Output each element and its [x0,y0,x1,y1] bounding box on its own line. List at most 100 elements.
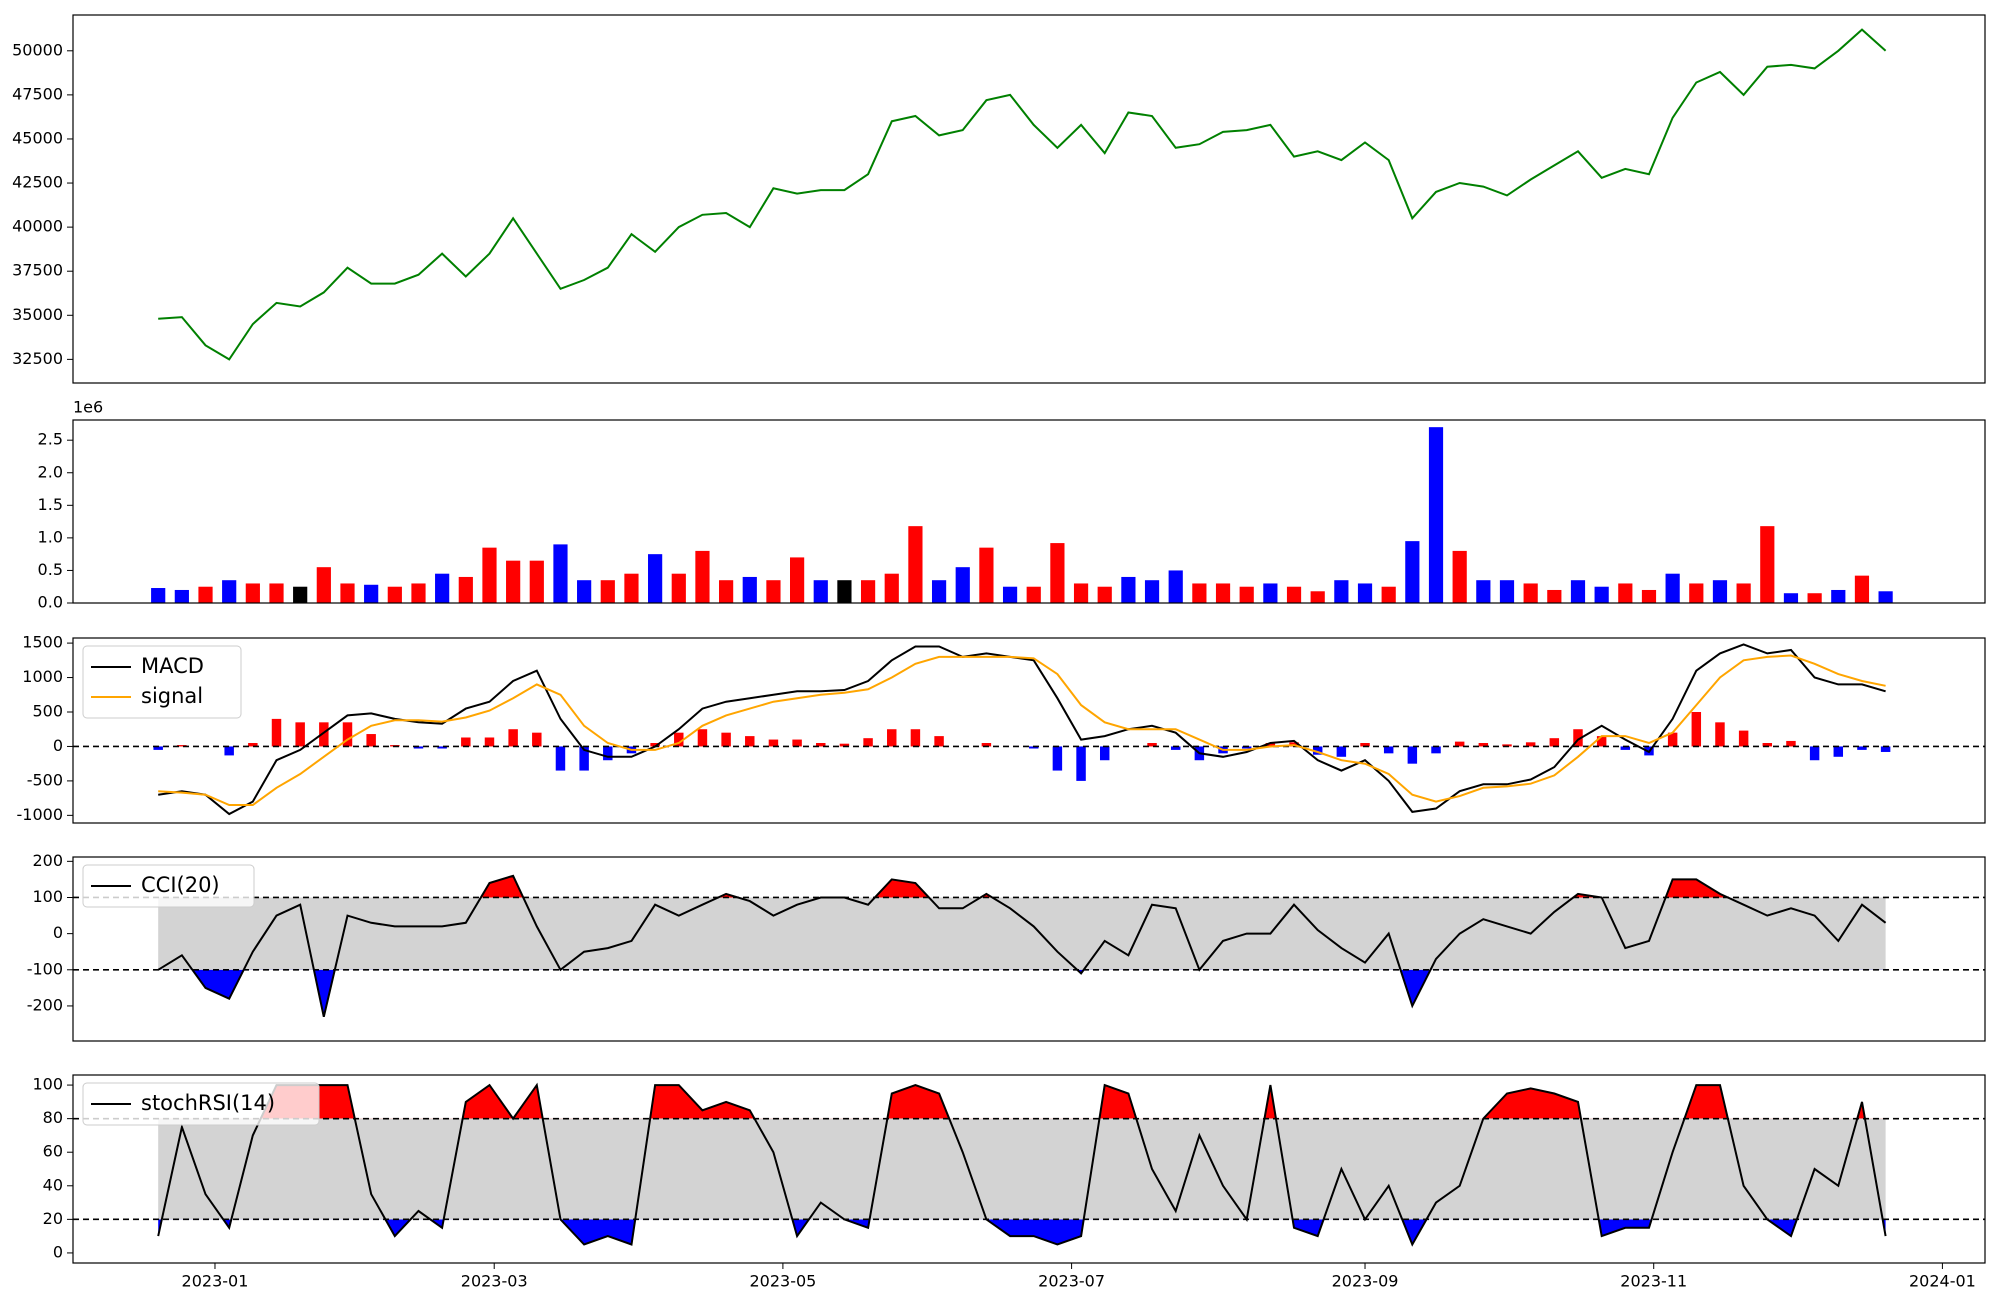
y-tick-label: 37500 [12,261,63,280]
volume-bar [411,583,426,603]
volume-bar [1215,583,1231,603]
volume-bar [1641,589,1657,603]
histogram-bar [1502,744,1512,747]
histogram-bar [745,736,755,747]
indicator-line [157,874,1887,1018]
volume-bar [955,567,970,603]
y-tick-label: 0 [53,923,63,942]
volume-bar [931,580,947,603]
histogram-bar [1265,743,1276,747]
y-tick-label: 0.5 [38,560,63,579]
volume-bar [1050,543,1065,603]
y-tick-label: 100 [32,887,63,906]
volume-bar [316,567,331,603]
histogram-bar [579,746,589,771]
volume-bar [1192,583,1207,603]
histogram-bar [1052,746,1063,771]
histogram-bar [863,738,873,747]
volume-bar [1783,593,1799,603]
volume-bar [340,583,355,603]
histogram-bar [319,722,329,747]
volume-bar [293,586,308,603]
y-tick-label: -200 [27,995,63,1014]
histogram-bar [910,729,921,747]
y-tick-label: -500 [27,770,63,789]
histogram-bar [1573,729,1583,747]
volume-bar [151,588,166,603]
volume-bar [1760,526,1775,603]
y-tick-label: 100 [32,1075,63,1094]
histogram-bar [981,743,992,747]
volume-bar [1405,541,1420,603]
histogram-bar [650,743,660,747]
volume-bar [482,547,497,603]
volume-bar [884,573,899,603]
volume-bar [624,573,639,603]
volume-bar [174,589,189,603]
y-tick-label: 1000 [22,667,63,686]
volume-bar [813,580,828,603]
histogram-bar [792,739,802,747]
x-tick-label: 2023-11 [1620,1272,1687,1291]
histogram-bar [1809,746,1820,761]
histogram-bar [697,729,708,747]
histogram-bar [816,743,826,747]
volume-bar [1168,570,1183,603]
volume-bar [1002,586,1018,603]
histogram-bar [1454,741,1465,747]
legend-box [82,1082,320,1126]
volume-bar [1736,583,1751,603]
volume-bar [1097,586,1112,603]
volume-bar [1689,583,1704,603]
y-tick-label: 0 [53,1242,63,1261]
volume-bar [837,580,852,603]
y-tick-label: 42500 [12,173,63,192]
histogram-bar [1857,746,1867,750]
histogram-bar [1667,732,1678,747]
histogram-bar [508,729,518,747]
volume-bar [245,583,260,603]
histogram-bar [1715,722,1725,747]
axes-frame [72,637,1986,824]
y-tick-label: 1500 [22,633,63,652]
volume-bar [1357,583,1373,603]
histogram-bar [1620,746,1631,750]
volume-bar [1618,583,1633,603]
y-tick-label: -100 [27,959,63,978]
x-tick-label: 2023-03 [461,1272,528,1291]
axes-frame [72,1074,1986,1264]
y-tick-label: -1000 [17,805,64,824]
volume-bar [553,544,568,603]
volume-bar [1334,580,1349,603]
volume-bar [742,576,757,603]
volume-bar [387,586,402,603]
histogram-bar [1147,743,1157,747]
volume-bar [198,586,213,603]
volume-bar [1310,591,1325,603]
volume-bar [1286,586,1302,603]
volume-bar [577,580,592,603]
volume-bar [364,584,379,603]
y-tick-label: 0 [53,736,63,755]
legend-label: signal [141,684,203,708]
histogram-bar [1336,746,1347,757]
histogram-bar [177,745,187,747]
volume-bar [860,580,876,603]
y-tick-label: 60 [43,1142,63,1161]
x-tick-label: 2023-07 [1038,1272,1105,1291]
volume-bar [1665,573,1680,603]
volume-bar [1807,593,1822,603]
histogram-bar [839,743,850,747]
volume-bar [1428,427,1444,603]
histogram-bar [674,732,684,747]
volume-bar [1854,575,1870,603]
y-tick-label: 0.0 [38,593,63,612]
histogram-bar [1312,746,1323,755]
volume-bar [766,580,781,603]
volume-bar [1452,550,1467,603]
x-tick-label: 2023-05 [749,1272,816,1291]
volume-bar [671,573,686,603]
indicator-line [157,1082,1887,1247]
histogram-bar [413,746,424,749]
